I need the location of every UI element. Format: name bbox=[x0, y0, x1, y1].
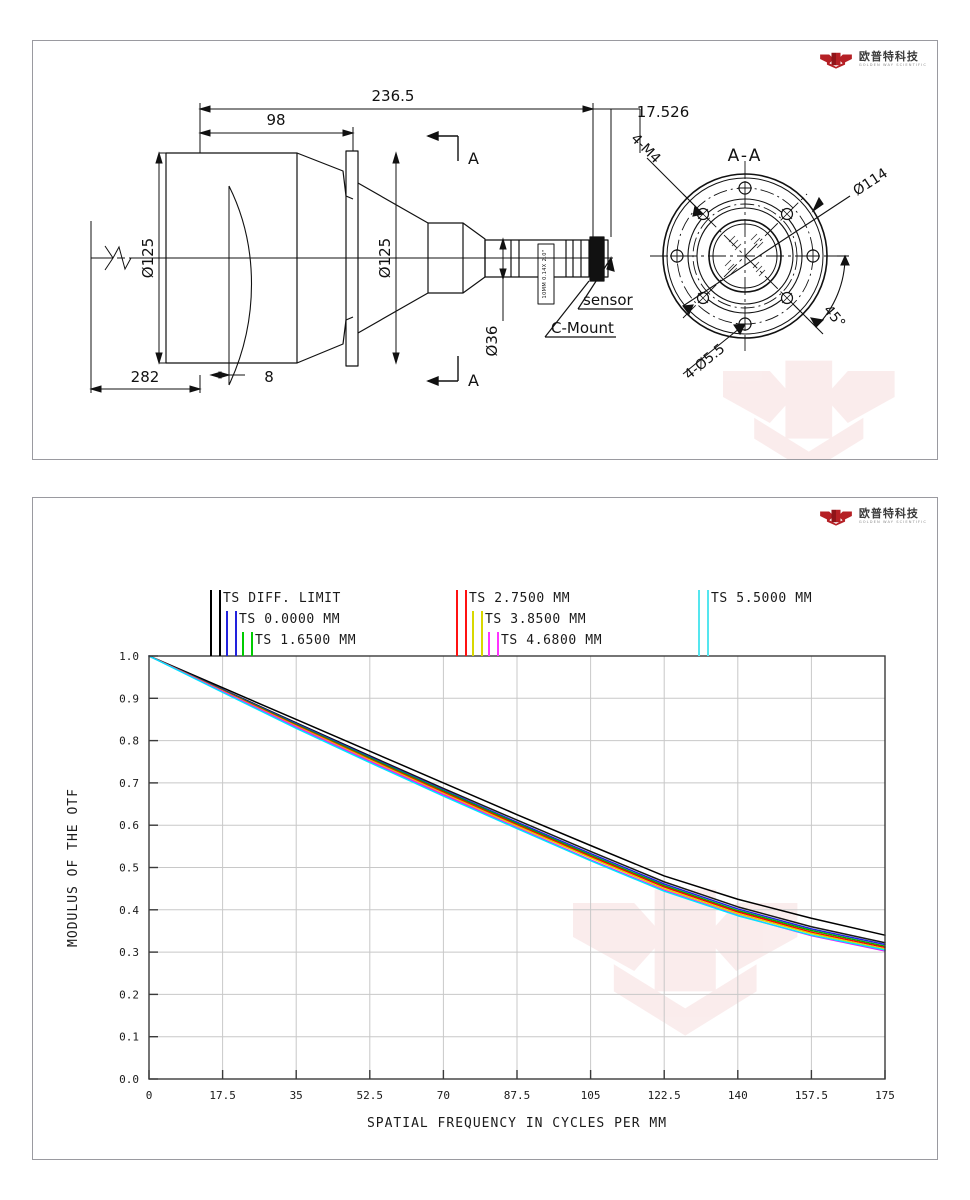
x-tick-label: 157.5 bbox=[795, 1089, 828, 1102]
x-tick-label: 122.5 bbox=[648, 1089, 681, 1102]
mtf-panel: 欧普特科技 GOLDEN WAY SCIENTIFIC 0.0 0.1 0.2 0.3… bbox=[32, 497, 938, 1160]
x-axis-label: SPATIAL FREQUENCY IN CYCLES PER MM bbox=[367, 1116, 667, 1131]
logo-en-text: GOLDEN WAY SCIENTIFIC bbox=[858, 62, 927, 67]
legend-label-3: TS 2.7500 MM bbox=[469, 591, 570, 606]
y-tick-label: 0.7 bbox=[119, 777, 139, 790]
dim-front-section: 98 bbox=[266, 111, 285, 129]
logo-mark-icon bbox=[819, 52, 852, 69]
legend-label-6: TS 5.5000 MM bbox=[711, 591, 812, 606]
y-tick-label: 0.1 bbox=[119, 1031, 139, 1044]
mtf-curve-7 bbox=[148, 655, 886, 951]
x-tick-label: 87.5 bbox=[504, 1089, 531, 1102]
x-tick-label: 35 bbox=[290, 1089, 303, 1102]
barrel-print-label: 10MM 0.14X 2.0" bbox=[542, 250, 548, 299]
mtf-curve-0 bbox=[148, 655, 886, 936]
x-tick-label: 140 bbox=[728, 1089, 748, 1102]
dim-lens-thickness: 8 bbox=[264, 368, 274, 386]
clearance-holes-label: 4-Ø5.5 bbox=[681, 341, 728, 383]
watermark-logo bbox=[723, 360, 895, 459]
legend-label-2: TS 1.6500 MM bbox=[255, 633, 356, 648]
angle-label: 45° bbox=[820, 302, 848, 331]
logo-mark-icon bbox=[819, 509, 852, 526]
c-mount-label: C-Mount bbox=[551, 319, 614, 337]
y-tick-label: 0.5 bbox=[119, 862, 139, 875]
dim-barrel-diameter: Ø36 bbox=[483, 326, 501, 357]
drawing-panel: 欧普特科技 GOLDEN WAY SCIENTIFIC bbox=[32, 40, 938, 460]
section-arrow-top-label: A bbox=[468, 149, 479, 168]
logo-cn-text: 欧普特科技 bbox=[858, 49, 919, 63]
dim-overall-length: 236.5 bbox=[372, 87, 415, 105]
y-tick-label: 0.6 bbox=[119, 819, 139, 832]
legend-label-1: TS 0.0000 MM bbox=[239, 612, 340, 627]
legend-label-5: TS 4.6800 MM bbox=[501, 633, 602, 648]
x-tick-label: 52.5 bbox=[357, 1089, 384, 1102]
dim-working-distance: 282 bbox=[131, 368, 160, 386]
y-tick-label: 0.4 bbox=[119, 904, 139, 917]
bolt-circle-label: Ø114 bbox=[850, 165, 890, 199]
x-tick-label: 17.5 bbox=[209, 1089, 236, 1102]
legend-label-4: TS 3.8500 MM bbox=[485, 612, 586, 627]
y-tick-label: 0.8 bbox=[119, 735, 139, 748]
y-tick-label: 0.0 bbox=[119, 1073, 139, 1086]
x-tick-label: 105 bbox=[581, 1089, 601, 1102]
logo-cn-text: 欧普特科技 bbox=[858, 506, 919, 520]
dim-front-diameter: Ø125 bbox=[139, 238, 157, 278]
logo-en-text: GOLDEN WAY SCIENTIFIC bbox=[858, 519, 927, 524]
y-tick-label: 0.3 bbox=[119, 946, 139, 959]
x-tick-label: 70 bbox=[437, 1089, 450, 1102]
sensor-label: sensor bbox=[583, 291, 634, 309]
lens-drawing-svg: 10MM 0.14X 2.0" 236.5 98 17.526 bbox=[89, 87, 895, 459]
y-tick-label: 0.2 bbox=[119, 988, 139, 1001]
x-tick-label: 0 bbox=[146, 1089, 153, 1102]
y-axis-label: MODULUS OF THE OTF bbox=[66, 788, 81, 947]
x-tick-label: 175 bbox=[875, 1089, 895, 1102]
threaded-holes-label: 4-M4 bbox=[627, 131, 663, 167]
brand-logo-drawing: 欧普特科技 GOLDEN WAY SCIENTIFIC bbox=[819, 49, 927, 69]
dim-back-flange: 17.526 bbox=[637, 103, 690, 121]
legend-label-0: TS DIFF. LIMIT bbox=[223, 591, 341, 606]
section-arrow-bottom-label: A bbox=[468, 371, 479, 390]
y-tick-label: 0.9 bbox=[119, 692, 139, 705]
section-title: A-A bbox=[728, 146, 763, 166]
watermark-logo bbox=[573, 889, 798, 1036]
dim-mid-diameter: Ø125 bbox=[376, 238, 394, 278]
brand-logo-mtf: 欧普特科技 GOLDEN WAY SCIENTIFIC bbox=[819, 506, 927, 526]
y-tick-label: 1.0 bbox=[119, 650, 139, 663]
mtf-chart: 0.0 0.1 0.2 0.3 0.4 0.5 0.6 0.7 0.8 0.9 1.0 0 17.5 35… bbox=[66, 590, 895, 1131]
